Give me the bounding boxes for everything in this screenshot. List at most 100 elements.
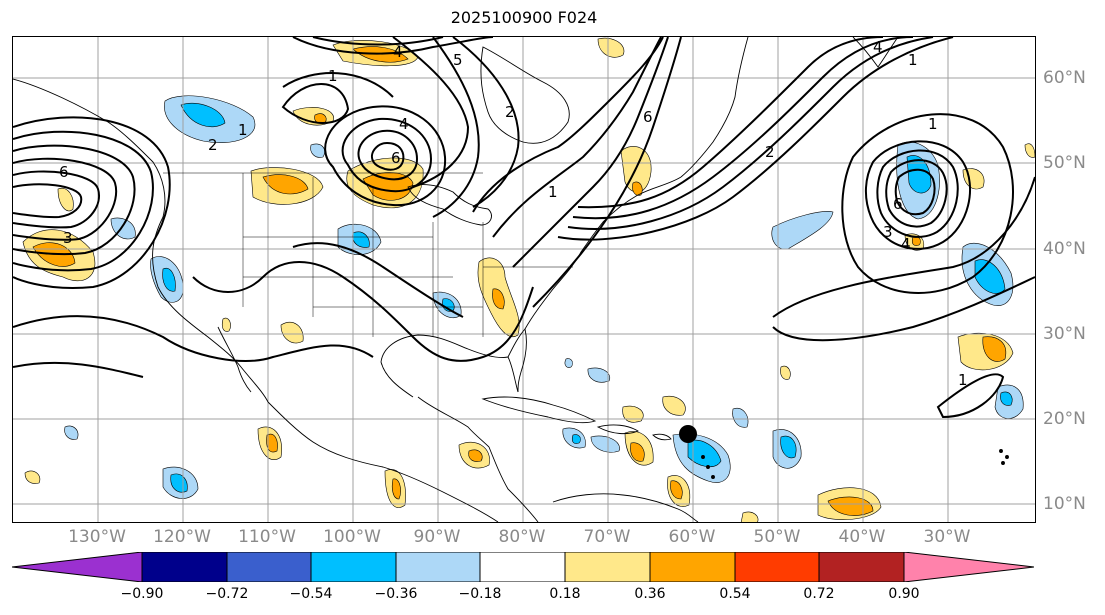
negative-anomaly-core <box>906 155 932 194</box>
contour-label: 1 <box>928 115 938 133</box>
positive-anomaly-core <box>262 174 309 195</box>
positive-anomaly-area <box>962 168 985 190</box>
contour-label: 6 <box>391 149 401 167</box>
colorbar-bin <box>564 552 651 582</box>
positive-anomaly-area <box>740 511 759 522</box>
anomaly-shading <box>22 37 1035 522</box>
lon-label: 110°W <box>238 527 296 547</box>
colorbar-tick: −0.54 <box>289 586 333 602</box>
lat-label: 60°N <box>1043 68 1086 88</box>
map-canvas: 1 2 3 6 4 5 4 6 2 1 1 6 2 4 1 1 6 3 4 1 <box>13 37 1035 522</box>
negative-anomaly-core <box>687 439 722 468</box>
colorbar-bin <box>141 552 228 582</box>
positive-anomaly-core <box>468 449 483 462</box>
lat-label: 20°N <box>1043 409 1086 429</box>
lon-label: 40°W <box>838 527 886 547</box>
contour-label: 3 <box>63 229 73 247</box>
colorbar-bin <box>310 552 397 582</box>
positive-anomaly-core <box>266 433 278 453</box>
lon-label: 100°W <box>323 527 381 547</box>
contour-label: 6 <box>59 163 69 181</box>
colorbar-tick: −0.18 <box>458 586 502 602</box>
state-borders <box>163 172 573 337</box>
positive-anomaly-core <box>670 480 683 500</box>
colorbar-tick: 0.90 <box>888 586 920 602</box>
positive-anomaly-area <box>57 187 74 212</box>
colorbar-tick: 0.54 <box>719 586 751 602</box>
negative-anomaly-area <box>732 407 749 428</box>
contour-lines <box>13 37 1035 419</box>
colorbar-tick: 0.72 <box>803 586 835 602</box>
colorbar-under-triangle <box>12 552 143 582</box>
negative-anomaly-area <box>64 425 79 440</box>
positive-anomaly-core <box>827 496 874 516</box>
colorbar-bin <box>734 552 820 582</box>
positive-anomaly-area <box>24 470 41 484</box>
lon-label: 90°W <box>413 527 461 547</box>
lon-label: 80°W <box>498 527 546 547</box>
positive-anomaly-core <box>630 442 645 462</box>
contour-label: 4 <box>901 235 911 253</box>
positive-anomaly-area <box>662 395 686 416</box>
positive-anomaly-area <box>221 317 231 332</box>
lat-label: 40°N <box>1043 239 1086 259</box>
map-title: 2025100900 F024 <box>450 8 598 27</box>
positive-anomaly-area <box>780 365 791 380</box>
colorbar-over-triangle <box>903 552 1034 582</box>
negative-anomaly-area <box>310 143 325 158</box>
contour-label: 4 <box>393 43 403 61</box>
positive-anomaly-core <box>982 336 1007 362</box>
negative-anomaly-area <box>590 435 620 453</box>
contour-label: 4 <box>399 115 409 133</box>
lon-label: 60°W <box>668 527 716 547</box>
negative-anomaly-core <box>780 435 797 459</box>
positive-anomaly-area <box>622 405 644 423</box>
negative-anomaly-core <box>162 267 176 292</box>
negative-anomaly-core <box>352 231 370 248</box>
negative-anomaly-area <box>587 367 611 383</box>
negative-anomaly-core <box>571 434 581 444</box>
contour-label: 1 <box>548 183 558 201</box>
lon-label: 30°W <box>923 527 971 547</box>
contour-label: 6 <box>893 195 903 213</box>
colorbar-bin <box>226 552 312 582</box>
colorbar-tick: 0.36 <box>634 586 666 602</box>
colorbar-bin <box>395 552 481 582</box>
contour-label: 1 <box>908 51 918 69</box>
positive-anomaly-core <box>391 478 401 500</box>
positive-anomaly-area <box>1024 143 1035 158</box>
colorbar-tick: −0.72 <box>205 586 249 602</box>
lon-label: 70°W <box>583 527 631 547</box>
lat-label: 10°N <box>1043 494 1086 514</box>
lat-label: 30°N <box>1043 324 1086 344</box>
colorbar-tick: −0.36 <box>374 586 418 602</box>
colorbar-bin <box>649 552 736 582</box>
map-panel: 1 2 3 6 4 5 4 6 2 1 1 6 2 4 1 1 6 3 4 1 <box>12 36 1036 523</box>
contour-label: 1 <box>328 67 338 85</box>
lat-label: 50°N <box>1043 153 1086 173</box>
positive-anomaly-core <box>492 288 505 310</box>
contour-label: 2 <box>505 103 515 121</box>
positive-anomaly-area <box>280 321 304 344</box>
contour-label: 2 <box>208 136 218 154</box>
contour-label: 3 <box>883 223 893 241</box>
lon-label: 130°W <box>68 527 126 547</box>
colorbar-tick: 0.18 <box>549 586 581 602</box>
lon-label: 50°W <box>753 527 801 547</box>
contour-label: 4 <box>873 38 883 56</box>
lon-label: 120°W <box>153 527 211 547</box>
negative-anomaly-core <box>180 103 226 127</box>
colorbar-bin <box>479 552 566 582</box>
contour-label: 5 <box>453 51 463 69</box>
negative-anomaly-area <box>771 211 834 250</box>
contour-label: 2 <box>765 143 775 161</box>
contour-label: 6 <box>643 108 653 126</box>
colorbar-tick: −0.90 <box>120 586 164 602</box>
positive-anomaly-core <box>632 181 643 196</box>
storm-position-marker <box>679 425 697 443</box>
negative-anomaly-area <box>564 358 573 368</box>
contour-label: 1 <box>238 121 248 139</box>
positive-anomaly-area <box>597 37 625 58</box>
negative-anomaly-core <box>1000 391 1013 406</box>
contour-label-group: 1 2 3 6 4 5 4 6 2 1 1 6 2 4 1 1 6 3 4 1 <box>59 38 968 389</box>
